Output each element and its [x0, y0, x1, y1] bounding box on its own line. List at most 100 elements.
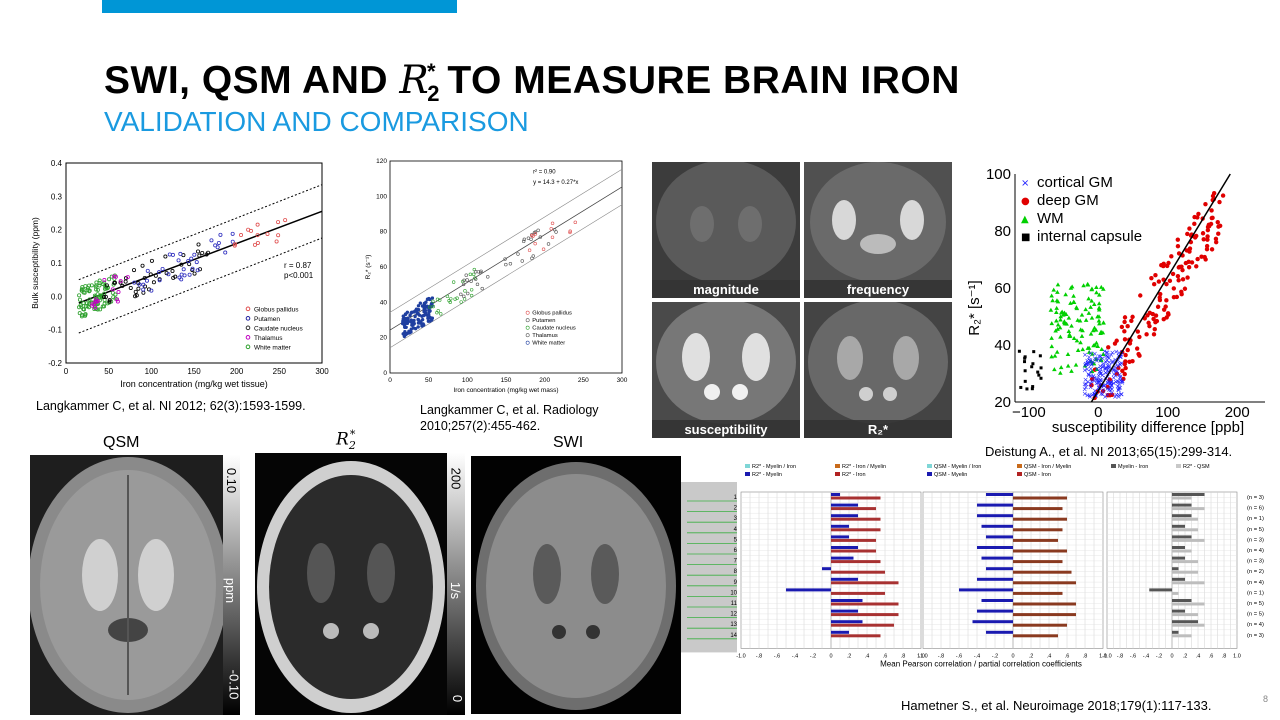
data-point-internal-capsule: [1025, 387, 1029, 391]
mri-r2: R₂*: [804, 302, 952, 438]
legend-entry: R2* - Myelin / Iron: [752, 464, 796, 470]
data-point: [218, 232, 223, 237]
legend-entry: QSM - Myelin: [934, 472, 967, 478]
data-point-cortical-gm: ×: [1103, 365, 1109, 373]
bar-myelin-iron: [1172, 620, 1198, 624]
data-point-cortical-gm: ×: [1113, 348, 1119, 356]
x-tick-label: .6: [1065, 653, 1070, 659]
bar-r2-qsm: [1172, 507, 1205, 511]
x-tick-label: 200: [230, 367, 244, 376]
data-point: [109, 274, 114, 279]
data-point-wm: [1058, 317, 1063, 322]
data-point-cortical-gm: ×: [1105, 379, 1111, 387]
data-point-cortical-gm: ×: [1088, 365, 1094, 373]
data-point-wm: [1057, 325, 1063, 330]
data-point: [145, 268, 150, 273]
data-point-deep-gm: [1171, 294, 1177, 300]
bar-myelin-iron: [1172, 535, 1192, 539]
row-label: 1: [734, 495, 738, 501]
y-tick-label: 40: [380, 299, 388, 306]
data-point-cortical-gm: ×: [1090, 373, 1096, 381]
data-point-cortical-gm: ×: [1105, 373, 1111, 381]
data-point-internal-capsule: [1037, 373, 1041, 377]
data-point-deep-gm: [1151, 282, 1157, 287]
data-point-cortical-gm: ×: [1103, 369, 1109, 377]
data-point-cortical-gm: ×: [1115, 382, 1121, 390]
data-point: [136, 286, 141, 291]
data-point-cortical-gm: ×: [1109, 382, 1115, 390]
data-point: [407, 331, 412, 335]
accent-bar: [102, 0, 457, 13]
data-point-wm: [1049, 293, 1054, 298]
chart-r2-vs-iron: 0 50 100 150 200 250 300 0 20 40 60 80 100 120 Iron co…: [362, 155, 632, 395]
data-point-cortical-gm: ×: [1108, 379, 1114, 387]
n-label: (n = 4): [1247, 580, 1264, 586]
data-point: [134, 293, 139, 298]
annotation-p: p<0.001: [284, 271, 314, 280]
data-point-wm: [1049, 344, 1055, 349]
legend-marker: [245, 325, 251, 331]
data-point-deep-gm: [1123, 359, 1128, 364]
legend-entry: Myelin - Iron: [1118, 464, 1148, 470]
data-point-wm: [1055, 289, 1060, 294]
data-point: [111, 295, 116, 300]
brain-swi: [471, 456, 681, 714]
bar-r2-qsm: [1172, 602, 1205, 606]
data-point: [255, 240, 260, 245]
legend-entry: Caudate nucleus: [532, 326, 576, 332]
data-point: [140, 263, 145, 268]
data-point: [151, 280, 156, 285]
citation-langkammer-2010: Langkammer C, et al. Radiology 2010;257(…: [420, 402, 599, 434]
data-point-wm: [1065, 351, 1071, 356]
data-point-cortical-gm: ×: [1116, 378, 1122, 386]
data-point: [181, 267, 186, 272]
legend-marker: ▲: [1021, 214, 1029, 225]
data-point-cortical-gm: ×: [1104, 391, 1110, 399]
data-point: [102, 301, 107, 306]
data-point-cortical-gm: ×: [1112, 356, 1118, 364]
data-point: [427, 310, 431, 315]
data-point-deep-gm: [1135, 329, 1141, 334]
data-point: [530, 233, 534, 238]
data-point-cortical-gm: ×: [1090, 358, 1096, 366]
bar-r2-iron: [831, 538, 876, 542]
y-tick-label: 0.2: [51, 226, 63, 235]
data-point-cortical-gm: ×: [1106, 368, 1112, 376]
data-point: [568, 230, 572, 235]
data-point: [179, 277, 184, 282]
legend-marker: ■: [1021, 232, 1030, 243]
data-point: [428, 305, 432, 309]
data-point-deep-gm: [1201, 237, 1206, 242]
data-point-wm: [1098, 331, 1103, 336]
data-point-wm: [1058, 370, 1063, 375]
data-point-cortical-gm: ×: [1116, 384, 1122, 392]
bar-r2-iron: [831, 613, 899, 617]
bar-qsm-iron: [1013, 613, 1076, 617]
x-tick-label: .2: [1183, 653, 1188, 659]
data-point-deep-gm: [1215, 219, 1220, 225]
annotation-equation: y = 14.3 + 0.27*x: [533, 180, 578, 186]
data-point-wm: [1098, 284, 1104, 289]
legend-entry: R2* - Iron / Myelin: [842, 464, 886, 470]
bar-qsm-iron: [1013, 496, 1067, 500]
data-point: [230, 231, 235, 236]
fit-line: [1090, 173, 1231, 403]
data-point: [170, 252, 175, 257]
data-point-cortical-gm: ×: [1111, 379, 1117, 387]
data-point-cortical-gm: ×: [1102, 348, 1108, 356]
data-point-cortical-gm: ×: [1100, 391, 1106, 399]
legend-entry: R2* - Iron: [842, 472, 866, 478]
bar-qsm-iron: [1013, 517, 1067, 521]
n-label: (n = 5): [1247, 612, 1264, 618]
data-point-cortical-gm: ×: [1088, 368, 1094, 376]
data-point: [550, 221, 555, 226]
data-point-cortical-gm: ×: [1116, 387, 1122, 395]
x-tick-label: 0: [1094, 404, 1102, 421]
legend-marker: [245, 306, 251, 312]
data-point-deep-gm: [1164, 281, 1169, 287]
citation-hametner-2018: Hametner S., et al. Neuroimage 2018;179(…: [901, 698, 1212, 713]
data-point-cortical-gm: ×: [1119, 360, 1125, 368]
bar-qsm-iron: [1013, 623, 1067, 627]
data-point-cortical-gm: ×: [1116, 385, 1122, 393]
data-point-cortical-gm: ×: [1113, 367, 1119, 375]
